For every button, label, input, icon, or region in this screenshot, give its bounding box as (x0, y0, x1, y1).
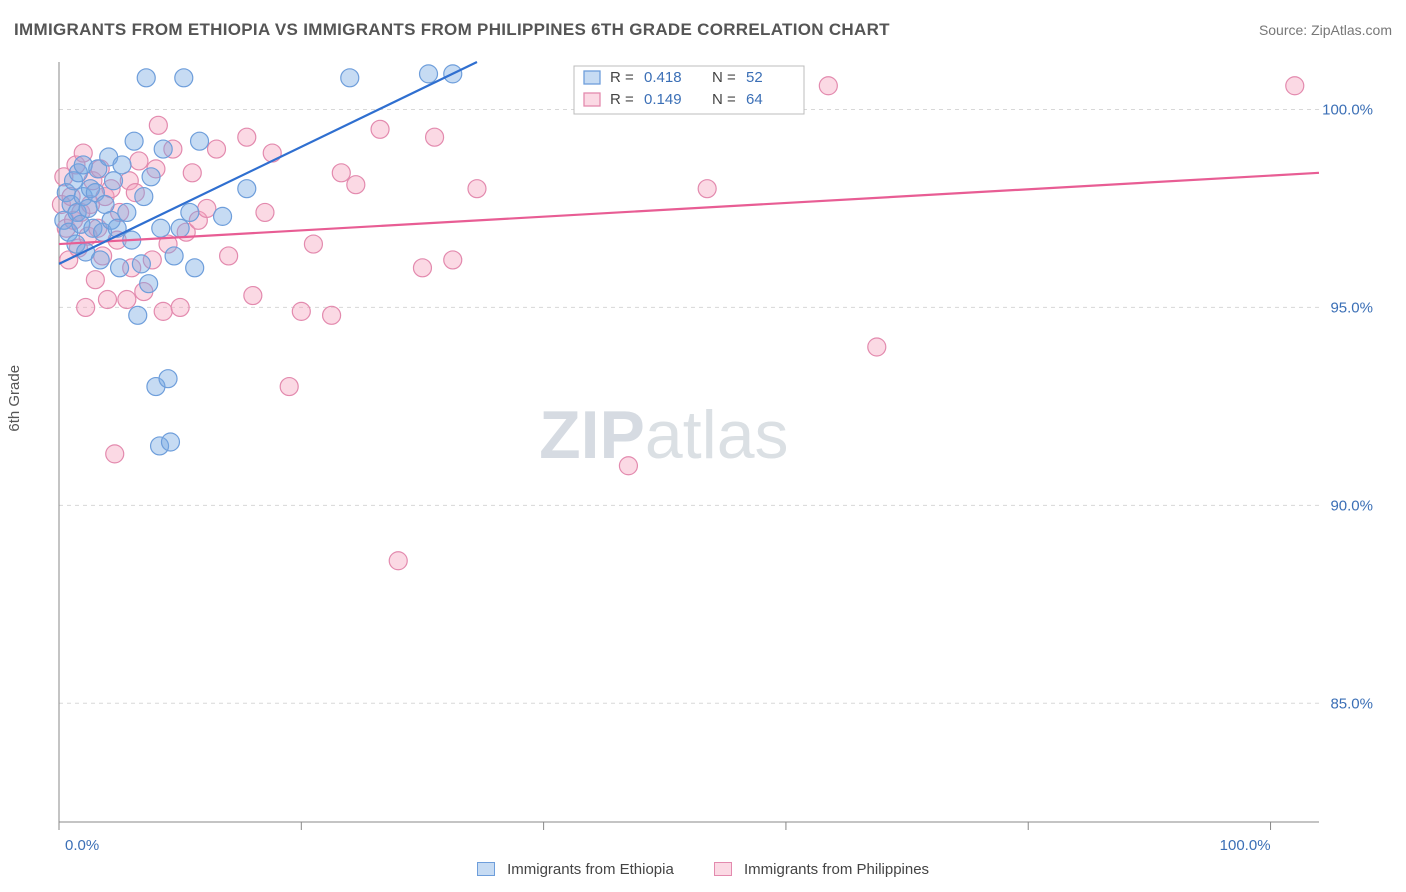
scatter-point-philippines (208, 140, 226, 158)
scatter-point-philippines (183, 164, 201, 182)
scatter-point-philippines (371, 120, 389, 138)
scatter-point-ethiopia (105, 172, 123, 190)
scatter-point-philippines (118, 291, 136, 309)
stats-swatch (584, 93, 600, 106)
stats-n-label: N = (712, 91, 736, 108)
scatter-point-ethiopia (214, 207, 232, 225)
scatter-point-ethiopia (111, 259, 129, 277)
stats-legend-box (574, 66, 804, 114)
stats-r-value: 0.149 (644, 91, 682, 108)
scatter-point-philippines (154, 302, 172, 320)
stats-swatch (584, 71, 600, 84)
scatter-point-philippines (698, 180, 716, 198)
scatter-chart: 85.0% 90.0% 95.0% 100.0% ZIPatlas 0.0% 100.0% R… (14, 52, 1392, 878)
x-tick-label: 100.0% (1220, 837, 1271, 854)
bottom-legend: Immigrants from Ethiopia Immigrants from… (14, 861, 1392, 878)
stats-n-value: 64 (746, 91, 763, 108)
y-axis-label: 6th Grade (6, 365, 23, 432)
scatter-point-ethiopia (108, 219, 126, 237)
x-tick-label: 0.0% (65, 837, 99, 854)
legend-swatch-ethiopia (477, 862, 495, 876)
scatter-point-philippines (619, 457, 637, 475)
scatter-point-ethiopia (165, 247, 183, 265)
scatter-point-philippines (86, 271, 104, 289)
scatter-point-ethiopia (140, 275, 158, 293)
legend-swatch-philippines (714, 862, 732, 876)
scatter-point-philippines (389, 552, 407, 570)
scatter-point-ethiopia (181, 203, 199, 221)
scatter-point-philippines (819, 77, 837, 95)
scatter-point-ethiopia (420, 65, 438, 83)
scatter-point-philippines (304, 235, 322, 253)
legend-label-ethiopia: Immigrants from Ethiopia (507, 861, 674, 878)
scatter-point-philippines (106, 445, 124, 463)
scatter-point-ethiopia (175, 69, 193, 87)
watermark: ZIPatlas (539, 397, 788, 473)
scatter-point-philippines (868, 338, 886, 356)
scatter-point-philippines (1286, 77, 1304, 95)
scatter-point-philippines (468, 180, 486, 198)
y-tick-label: 95.0% (1330, 299, 1373, 316)
stats-r-label: R = (610, 91, 634, 108)
scatter-point-ethiopia (159, 370, 177, 388)
y-tick-label: 85.0% (1330, 695, 1373, 712)
y-tick-label: 90.0% (1330, 497, 1373, 514)
scatter-point-ethiopia (341, 69, 359, 87)
scatter-point-philippines (244, 287, 262, 305)
legend-item-ethiopia: Immigrants from Ethiopia (477, 861, 674, 878)
scatter-point-ethiopia (135, 188, 153, 206)
scatter-point-philippines (413, 259, 431, 277)
scatter-point-philippines (332, 164, 350, 182)
scatter-point-ethiopia (191, 132, 209, 150)
stats-r-value: 0.418 (644, 69, 682, 86)
scatter-point-ethiopia (142, 168, 160, 186)
scatter-point-philippines (347, 176, 365, 194)
stats-r-label: R = (610, 69, 634, 86)
scatter-point-philippines (256, 203, 274, 221)
scatter-point-ethiopia (132, 255, 150, 273)
chart-source: Source: ZipAtlas.com (1259, 22, 1392, 38)
scatter-point-ethiopia (118, 203, 136, 221)
scatter-point-philippines (98, 291, 116, 309)
scatter-point-philippines (220, 247, 238, 265)
stats-n-label: N = (712, 69, 736, 86)
scatter-point-ethiopia (113, 156, 131, 174)
chart-container: 6th Grade 85.0%90.0%95.0%100.0%ZIPatlas0… (14, 52, 1392, 878)
scatter-point-philippines (263, 144, 281, 162)
scatter-point-philippines (238, 128, 256, 146)
y-tick-label: 100.0% (1322, 102, 1373, 119)
scatter-point-philippines (149, 116, 167, 134)
scatter-point-ethiopia (125, 132, 143, 150)
scatter-point-philippines (171, 298, 189, 316)
legend-label-philippines: Immigrants from Philippines (744, 861, 929, 878)
scatter-point-philippines (280, 378, 298, 396)
chart-title: IMMIGRANTS FROM ETHIOPIA VS IMMIGRANTS F… (14, 20, 890, 40)
scatter-point-philippines (444, 251, 462, 269)
scatter-point-ethiopia (129, 306, 147, 324)
scatter-point-ethiopia (137, 69, 155, 87)
scatter-point-ethiopia (154, 140, 172, 158)
scatter-point-ethiopia (91, 251, 109, 269)
scatter-point-philippines (130, 152, 148, 170)
scatter-point-philippines (77, 298, 95, 316)
scatter-point-ethiopia (186, 259, 204, 277)
scatter-point-ethiopia (238, 180, 256, 198)
scatter-point-ethiopia (161, 433, 179, 451)
stats-n-value: 52 (746, 69, 763, 86)
scatter-point-philippines (292, 302, 310, 320)
legend-item-philippines: Immigrants from Philippines (714, 861, 929, 878)
scatter-point-philippines (426, 128, 444, 146)
scatter-point-ethiopia (152, 219, 170, 237)
scatter-point-ethiopia (171, 219, 189, 237)
scatter-point-philippines (323, 306, 341, 324)
